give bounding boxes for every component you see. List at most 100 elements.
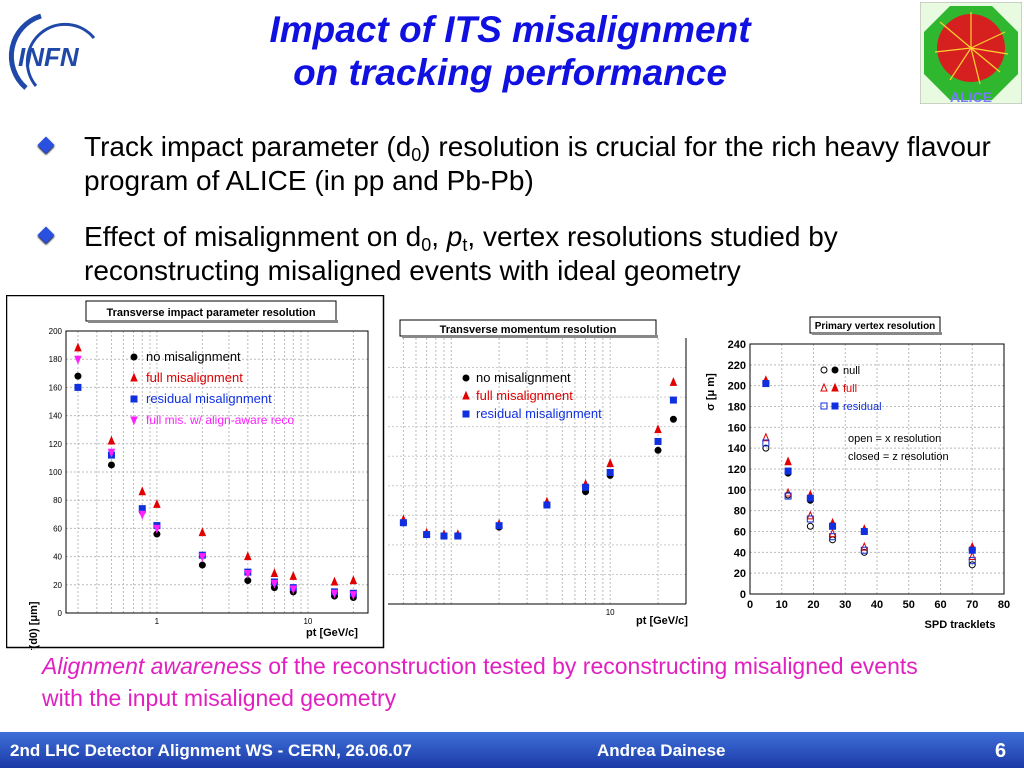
- y-tick-label: 180: [49, 355, 63, 364]
- chart1-ylabel: σ(d0) [μm]: [28, 601, 40, 650]
- data-point-open: [762, 444, 770, 452]
- data-point: [543, 501, 551, 509]
- y-tick-label: 40: [734, 547, 746, 559]
- x-tick-label: 30: [839, 599, 851, 611]
- title-line-2: on tracking performance: [293, 52, 727, 93]
- chart1-title: Transverse impact parameter resolution: [106, 307, 315, 319]
- y-tick-label: 100: [49, 468, 63, 477]
- chart3-title: Primary vertex resolution: [815, 321, 936, 332]
- legend-marker-open: [820, 382, 828, 392]
- title-line-1: Impact of ITS misalignment: [269, 9, 751, 50]
- legend-marker: [130, 395, 138, 403]
- y-tick-label: 60: [734, 527, 746, 539]
- y-tick-label: 140: [49, 412, 63, 421]
- footer-conference: 2nd LHC Detector Alignment WS - CERN, 26…: [10, 741, 412, 760]
- slide-title: Impact of ITS misalignment on tracking p…: [150, 8, 870, 94]
- data-point: [440, 532, 448, 540]
- data-point: [423, 531, 431, 539]
- infn-logo: INFN: [8, 13, 96, 90]
- data-point: [107, 448, 116, 458]
- x-tick-label: 40: [871, 599, 883, 611]
- infn-logo-text: INFN: [18, 42, 80, 72]
- legend-label: full: [843, 383, 857, 395]
- data-point-open: [968, 551, 977, 560]
- chart3-xlabel: SPD tracklets: [925, 619, 996, 631]
- y-tick-label: 20: [53, 581, 62, 590]
- x-tick-label: 80: [998, 599, 1010, 611]
- data-point: [138, 510, 147, 520]
- y-tick-label: 100: [728, 485, 746, 497]
- x-tick-label: 0: [747, 599, 753, 611]
- legend-label: full misalignment: [146, 370, 243, 385]
- alice-logo: ALICE: [920, 2, 1022, 104]
- chart3-annotation-1: open = x resolution: [848, 433, 941, 445]
- data-point-closed: [829, 522, 837, 530]
- legend-marker: [130, 416, 138, 426]
- data-point-closed: [784, 467, 792, 475]
- alice-logo-text: ALICE: [950, 89, 992, 104]
- data-point: [289, 585, 298, 595]
- legend-marker-open: [820, 402, 828, 410]
- data-point: [582, 483, 590, 491]
- data-point: [198, 553, 207, 562]
- y-tick-label: 140: [728, 443, 746, 455]
- x-tick-label: 10: [303, 617, 312, 626]
- data-point-open: [762, 432, 770, 442]
- data-point-open: [784, 492, 792, 500]
- data-point-open: [860, 546, 868, 554]
- data-point-closed: [860, 528, 868, 535]
- momentum-chart: Transverse momentum resolution 10 no misa…: [388, 319, 688, 627]
- y-tick-label: 220: [728, 360, 746, 372]
- y-tick-label: 0: [58, 609, 63, 618]
- data-point: [349, 591, 358, 600]
- footer-bar: 2nd LHC Detector Alignment WS - CERN, 26…: [0, 732, 1024, 768]
- y-tick-label: 160: [49, 383, 63, 392]
- legend-marker-closed: [831, 366, 839, 374]
- legend-marker: [130, 372, 138, 382]
- y-tick-label: 0: [740, 589, 746, 601]
- data-point-open: [806, 510, 815, 520]
- data-point: [244, 570, 252, 579]
- data-point: [330, 589, 339, 599]
- y-tick-label: 200: [728, 381, 746, 393]
- data-point-open: [968, 561, 976, 569]
- x-tick-label: 10: [606, 608, 615, 617]
- data-point: [74, 342, 82, 352]
- alignment-awareness-note: Alignment awareness of the reconstructio…: [42, 653, 918, 711]
- x-tick-label: 60: [934, 599, 946, 611]
- data-point: [606, 468, 614, 476]
- vertex-chart: Primary vertex resolution 0 10 20 30 40 50 60 7…: [705, 316, 1010, 631]
- legend-label: no misalignment: [146, 349, 241, 364]
- data-point-closed: [784, 456, 792, 466]
- x-tick-label: 50: [903, 599, 915, 611]
- data-point: [138, 486, 147, 496]
- data-point: [654, 437, 662, 445]
- y-tick-label: 80: [53, 496, 62, 505]
- x-tick-label: 10: [776, 599, 788, 611]
- data-point: [244, 551, 252, 561]
- legend-label: residual misalignment: [476, 406, 602, 421]
- data-point-closed: [762, 380, 770, 388]
- y-tick-label: 180: [728, 402, 746, 414]
- data-point: [107, 435, 116, 445]
- data-point-open: [806, 522, 814, 530]
- y-tick-label: 40: [53, 553, 62, 562]
- data-point: [289, 571, 298, 580]
- legend-marker: [130, 353, 138, 361]
- data-point: [669, 377, 678, 386]
- legend-label: no misalignment: [476, 370, 571, 385]
- data-point-closed: [968, 546, 976, 554]
- chart3-ylabel: σ [μ m]: [705, 373, 717, 411]
- y-tick-label: 160: [728, 422, 746, 434]
- y-tick-label: 200: [49, 327, 63, 336]
- data-point: [454, 532, 462, 540]
- legend-label: full misalignment: [476, 388, 573, 403]
- data-point: [198, 561, 206, 569]
- data-point: [107, 461, 115, 469]
- x-tick-label: 20: [807, 599, 819, 611]
- y-tick-label: 120: [728, 464, 746, 476]
- data-point: [153, 524, 161, 534]
- data-point: [138, 505, 146, 513]
- data-point: [270, 579, 279, 589]
- y-tick-label: 80: [734, 506, 746, 518]
